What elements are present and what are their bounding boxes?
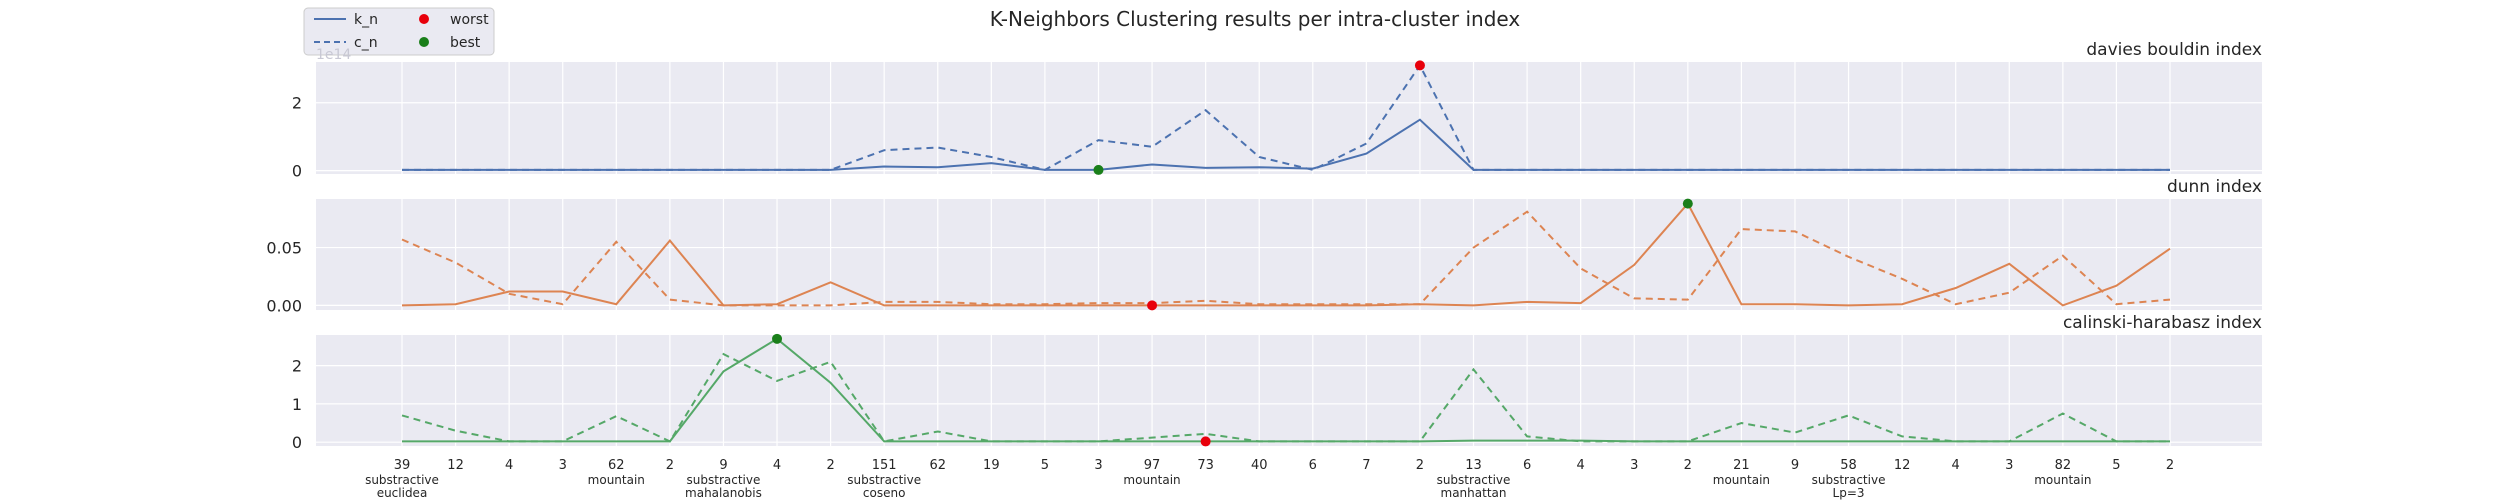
x-group-label: substractive [1812,473,1886,487]
x-group-label: substractive [847,473,921,487]
legend-best-label: best [450,35,481,51]
x-tick-label: 21 [1733,458,1750,473]
x-tick-label: 82 [2055,458,2072,473]
worst-marker [1200,436,1211,447]
x-group-label: mountain [2034,473,2091,487]
x-tick-label: 62 [929,458,946,473]
x-group-label: substractive [365,473,439,487]
x-tick-label: 6 [1309,458,1317,473]
worst-marker [1414,60,1425,71]
x-group-label: Lp=3 [1833,486,1865,500]
series-k-n [401,201,2171,307]
x-tick-label: 4 [1577,458,1585,473]
scale-label: 1e14 [316,47,351,63]
x-tick-label: 9 [719,458,727,473]
series-c-n [401,352,2170,443]
x-tick-label: 58 [1840,458,1857,473]
x-tick-label: 73 [1197,458,1214,473]
x-tick-label: 3 [559,458,567,473]
x-tick-label: 9 [1791,458,1799,473]
panel-1: 0 2 davies bouldin index 1e14 [292,40,2262,181]
legend-kn-label: k_n [354,12,378,28]
x-tick-label: 2 [1684,458,1692,473]
best-marker [772,333,783,344]
worst-marker [1147,300,1158,311]
x-group-label: mahalanobis [685,486,762,500]
y-tick-label: 1 [292,395,302,414]
series-c-n [401,210,2171,307]
y-tick-label: 0 [292,162,302,181]
x-tick-label: 97 [1144,458,1161,473]
x-tick-label: 62 [608,458,625,473]
x-tick-label: 12 [1894,458,1911,473]
legend-best-marker [419,37,429,47]
panel-title: davies bouldin index [2086,40,2262,60]
panel-2: 0.00 0.05 dunn index [266,177,2262,315]
panel-3: 0 1 2 calinski-harabasz index [292,313,2262,452]
x-axis: 39 12 4 3 62 2 9 4 2 151 62 19 5 3 97 73 40 6 7 2 13 6 4 3 2 21 9 5… [365,458,2174,500]
x-tick-label: 4 [505,458,513,473]
y-tick-label: 2 [292,357,302,376]
x-tick-label: 6 [1523,458,1531,473]
x-group-label: euclidea [377,486,428,500]
x-tick-label: 4 [773,458,781,473]
legend-cn-label: c_n [354,35,378,51]
x-group-label: manhattan [1441,486,1507,500]
x-tick-label: 5 [2112,458,2120,473]
x-tick-label: 19 [983,458,1000,473]
panel-background [316,335,2262,446]
x-group-label: substractive [687,473,761,487]
panel-title: dunn index [2167,177,2262,197]
x-tick-label: 39 [394,458,411,473]
x-tick-label: 40 [1251,458,1268,473]
x-tick-label: 12 [447,458,464,473]
x-tick-label: 5 [1041,458,1049,473]
x-tick-label: 3 [1630,458,1638,473]
x-tick-label: 2 [1416,458,1424,473]
x-group-label: substractive [1437,473,1511,487]
x-tick-label: 4 [1952,458,1960,473]
x-tick-label: 7 [1362,458,1370,473]
best-marker [1682,198,1693,209]
x-group-label: coseno [863,486,906,500]
x-group-label: mountain [588,473,645,487]
panels: 0 2 davies bouldin index 1e14 0.00 0.05 dunn i… [266,40,2262,452]
x-group-label: mountain [1123,473,1180,487]
panel-background [316,199,2262,310]
panel-title: calinski-harabasz index [2063,313,2262,333]
x-tick-label: 3 [2005,458,2013,473]
legend-worst-label: worst [450,12,489,28]
best-marker [1093,164,1104,175]
panel-background [316,62,2262,174]
y-tick-label: 0 [292,433,302,452]
x-tick-label: 13 [1465,458,1482,473]
x-tick-label: 2 [2166,458,2174,473]
x-tick-label: 2 [826,458,834,473]
legend: k_n c_n worst best [303,7,495,56]
legend-box [303,7,495,56]
y-tick-label: 0.00 [266,296,302,315]
x-group-label: mountain [1713,473,1770,487]
y-tick-label: 2 [292,94,302,113]
legend-worst-marker [419,14,429,24]
x-tick-label: 2 [666,458,674,473]
figure-title: K-Neighbors Clustering results per intra… [990,7,1521,31]
series-c-n [402,63,2170,171]
x-tick-label: 151 [872,458,897,473]
x-tick-label: 3 [1094,458,1102,473]
y-tick-label: 0.05 [266,239,302,258]
